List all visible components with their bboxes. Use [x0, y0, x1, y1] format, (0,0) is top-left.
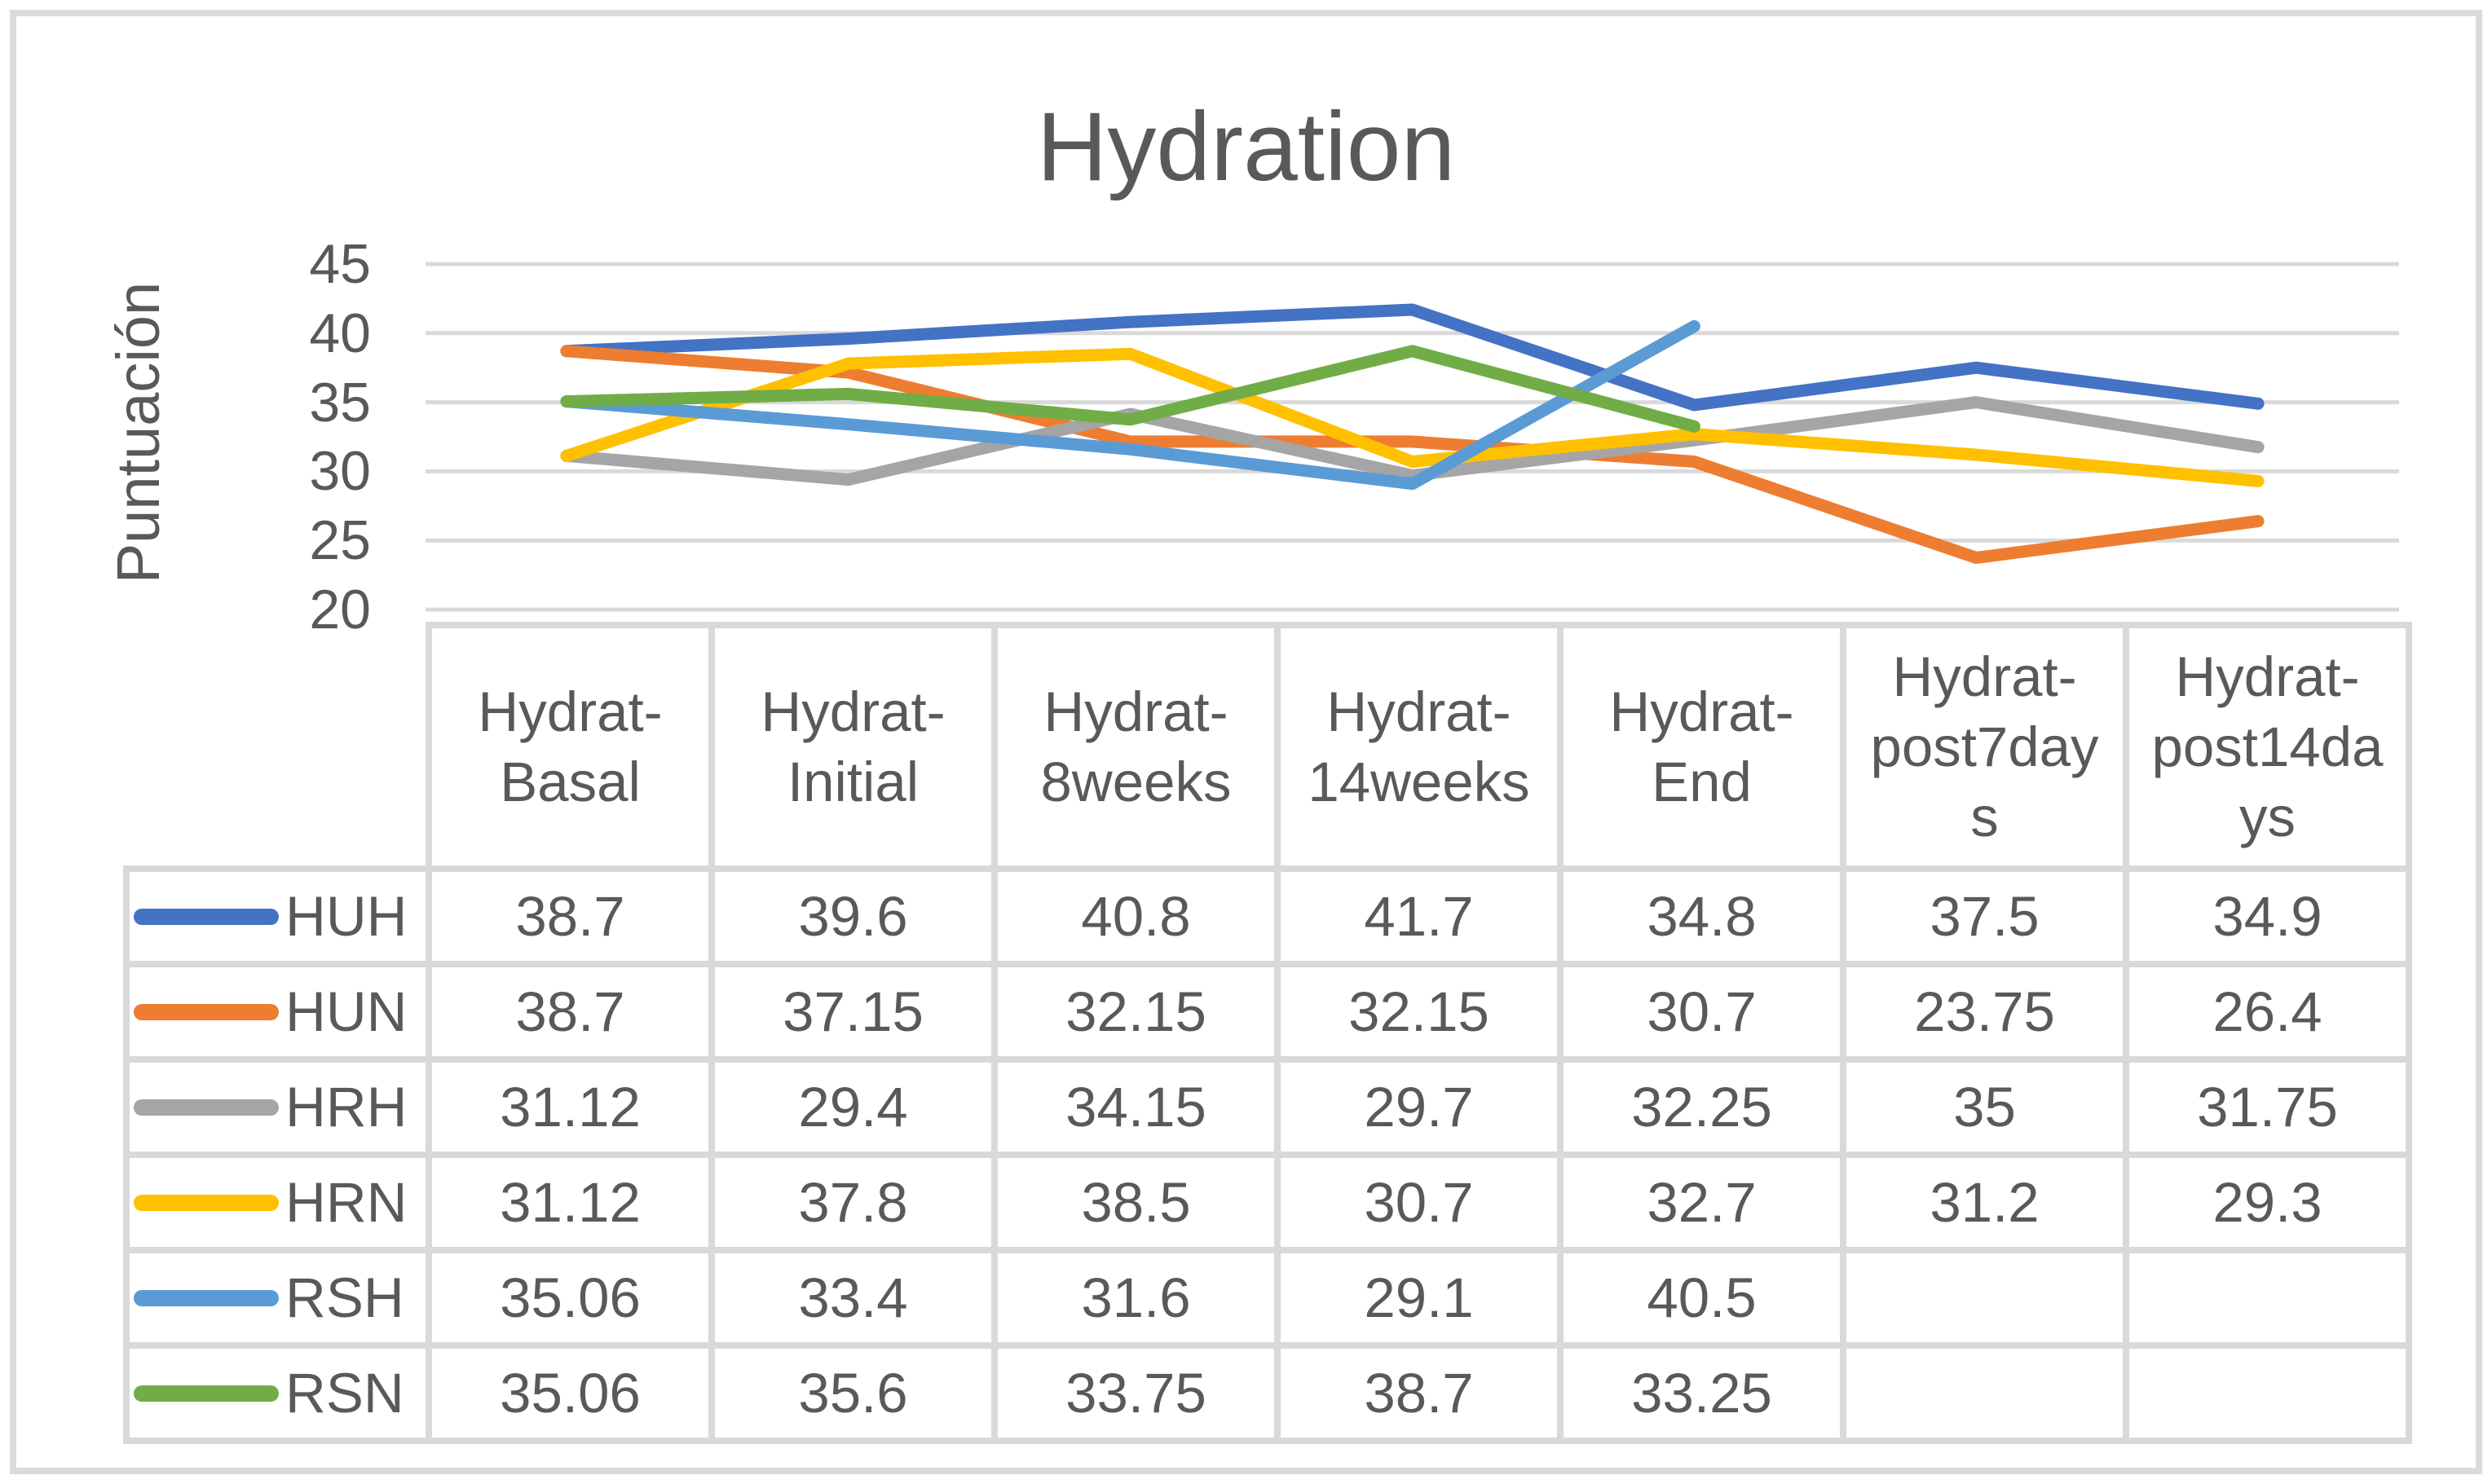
- table-row-RSN: RSN 35.06 35.6 33.75 38.7 33.25: [123, 1342, 2412, 1444]
- row-label-cell-RSN: RSN: [123, 1342, 432, 1444]
- value-cell-RSN-0: 35.06: [426, 1342, 715, 1444]
- table-row-HUN: HUN 38.7 37.15 32.15 32.15 30.7 23.75 26.4: [123, 961, 2412, 1063]
- table-row-HUH: HUH 38.7 39.6 40.8 41.7 34.8 37.5 34.9: [123, 865, 2412, 967]
- y-tick-label-30: 30: [309, 440, 371, 503]
- column-header-4: Hydrat-End: [1557, 622, 1846, 872]
- value-cell-HRN-3: 30.7: [1274, 1152, 1564, 1253]
- row-label-cell-RSH: RSH: [123, 1247, 432, 1349]
- value-cell-RSN-1: 35.6: [708, 1342, 998, 1444]
- value-cell-HRN-6: 29.3: [2123, 1152, 2412, 1253]
- column-header-6: Hydrat-post14days: [2123, 622, 2412, 872]
- legend-key-HUN: [134, 1003, 279, 1020]
- series-label-RSH: RSH: [285, 1266, 404, 1329]
- y-tick-label-25: 25: [309, 509, 371, 572]
- value-cell-HUH-0: 38.7: [426, 865, 715, 967]
- column-header-0: Hydrat-Basal: [426, 622, 715, 872]
- value-cell-HRH-5: 35: [1840, 1056, 2129, 1158]
- value-cell-RSH-5: [1840, 1247, 2129, 1349]
- table-row-RSH: RSH 35.06 33.4 31.6 29.1 40.5: [123, 1247, 2412, 1349]
- column-header-1: Hydrat-Initial: [708, 622, 998, 872]
- legend-key-RSH: [134, 1289, 279, 1306]
- table-corner-cell: [126, 625, 429, 869]
- row-label-cell-HUN: HUN: [123, 961, 432, 1063]
- column-header-3: Hydrat-14weeks: [1274, 622, 1564, 872]
- value-cell-HUH-4: 34.8: [1557, 865, 1846, 967]
- value-cell-HRN-2: 38.5: [991, 1152, 1281, 1253]
- column-header-5: Hydrat-post7days: [1840, 622, 2129, 872]
- value-cell-HUN-6: 26.4: [2123, 961, 2412, 1063]
- value-cell-HRN-4: 32.7: [1557, 1152, 1846, 1253]
- series-label-HUN: HUN: [285, 980, 408, 1043]
- row-label-cell-HRH: HRH: [123, 1056, 432, 1158]
- value-cell-RSH-4: 40.5: [1557, 1247, 1846, 1349]
- series-line-HRN: [560, 347, 2265, 487]
- y-tick-label-40: 40: [309, 302, 371, 364]
- value-cell-RSN-5: [1840, 1342, 2129, 1444]
- value-cell-HRN-0: 31.12: [426, 1152, 715, 1253]
- value-cell-HUN-4: 30.7: [1557, 961, 1846, 1063]
- value-cell-HRH-4: 32.25: [1557, 1056, 1846, 1158]
- value-cell-HUH-5: 37.5: [1840, 865, 2129, 967]
- series-line-HUH: [560, 303, 2265, 412]
- series-line-RSN: [560, 345, 1700, 433]
- value-cell-RSH-6: [2123, 1247, 2412, 1349]
- value-cell-HUN-1: 37.15: [708, 961, 998, 1063]
- legend-key-RSN: [134, 1385, 279, 1402]
- legend-key-HRH: [134, 1099, 279, 1116]
- value-cell-HUH-1: 39.6: [708, 865, 998, 967]
- value-cell-HUH-3: 41.7: [1274, 865, 1564, 967]
- table-row-HRN: HRN 31.12 37.8 38.5 30.7 32.7 31.2 29.3: [123, 1152, 2412, 1253]
- legend-key-HRN: [134, 1194, 279, 1211]
- y-tick-label-20: 20: [309, 579, 371, 641]
- series-label-HRN: HRN: [285, 1171, 408, 1234]
- value-cell-HRN-5: 31.2: [1840, 1152, 2129, 1253]
- chart-title: Hydration: [1036, 92, 1456, 201]
- value-cell-RSH-0: 35.06: [426, 1247, 715, 1349]
- value-cell-RSN-6: [2123, 1342, 2412, 1444]
- value-cell-HRH-1: 29.4: [708, 1056, 998, 1158]
- series-line-RSH: [560, 319, 1700, 491]
- row-label-cell-HRN: HRN: [123, 1152, 432, 1253]
- value-cell-HUN-3: 32.15: [1274, 961, 1564, 1063]
- data-table: Hydrat-Basal Hydrat-Initial Hydrat-8weeks H…: [123, 622, 2412, 1444]
- series-label-HUH: HUH: [285, 885, 408, 948]
- row-label-cell-HUH: HUH: [123, 865, 432, 967]
- value-cell-HUH-6: 34.9: [2123, 865, 2412, 967]
- value-cell-HUN-0: 38.7: [426, 961, 715, 1063]
- table-header-row: Hydrat-Basal Hydrat-Initial Hydrat-8weeks H…: [126, 622, 2412, 872]
- value-cell-HRN-1: 37.8: [708, 1152, 998, 1253]
- value-cell-HUN-2: 32.15: [991, 961, 1281, 1063]
- series-label-HRH: HRH: [285, 1076, 408, 1138]
- value-cell-RSH-2: 31.6: [991, 1247, 1281, 1349]
- series-line-HRH: [560, 396, 2265, 487]
- value-cell-RSH-3: 29.1: [1274, 1247, 1564, 1349]
- legend-key-HUH: [134, 908, 279, 925]
- value-cell-HRH-3: 29.7: [1274, 1056, 1564, 1158]
- value-cell-HUN-5: 23.75: [1840, 961, 2129, 1063]
- series-line-HUN: [560, 345, 2265, 564]
- value-cell-RSH-1: 33.4: [708, 1247, 998, 1349]
- value-cell-RSN-2: 33.75: [991, 1342, 1281, 1444]
- series-label-RSN: RSN: [285, 1362, 404, 1425]
- value-cell-HRH-0: 31.12: [426, 1056, 715, 1158]
- value-cell-RSN-4: 33.25: [1557, 1342, 1846, 1444]
- y-tick-label-45: 45: [309, 233, 371, 295]
- value-cell-RSN-3: 38.7: [1274, 1342, 1564, 1444]
- value-cell-HRH-6: 31.75: [2123, 1056, 2412, 1158]
- value-cell-HUH-2: 40.8: [991, 865, 1281, 967]
- y-tick-label-35: 35: [309, 371, 371, 434]
- value-cell-HRH-2: 34.15: [991, 1056, 1281, 1158]
- column-header-2: Hydrat-8weeks: [991, 622, 1281, 872]
- table-row-HRH: HRH 31.12 29.4 34.15 29.7 32.25 35 31.75: [123, 1056, 2412, 1158]
